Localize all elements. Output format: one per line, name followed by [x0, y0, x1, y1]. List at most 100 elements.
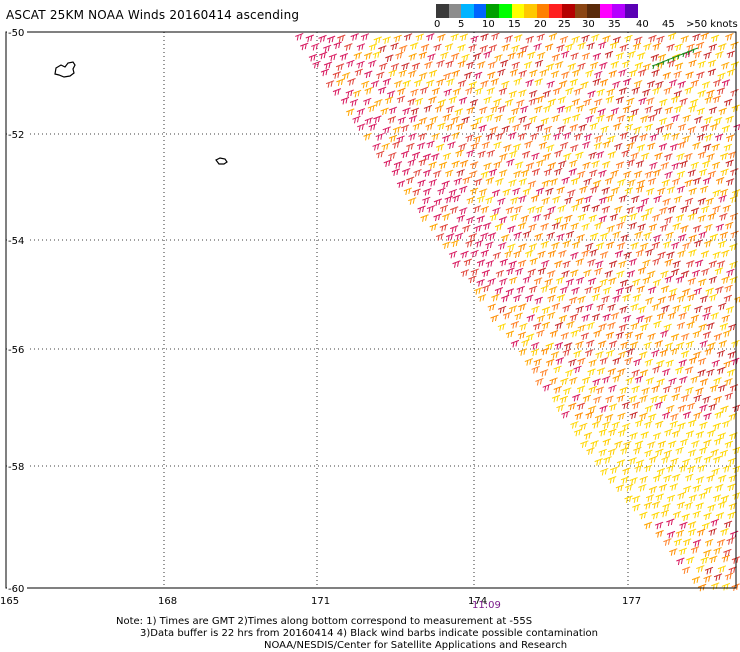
wind-barb: [563, 152, 572, 161]
wind-barb: [713, 437, 723, 446]
wind-barb: [599, 357, 609, 365]
wind-barb: [443, 72, 452, 81]
longitude-label: 168: [158, 596, 177, 607]
wind-barb: [420, 214, 429, 222]
wind-barb: [402, 168, 411, 176]
wind-barb: [473, 287, 483, 295]
wind-barb: [685, 340, 695, 349]
wind-barb: [495, 132, 504, 141]
wind-barb-green: [681, 51, 689, 58]
wind-barb: [308, 53, 318, 62]
wind-barb: [591, 204, 600, 213]
wind-barb: [602, 438, 611, 447]
wind-barb: [535, 187, 545, 196]
wind-barb: [669, 288, 678, 296]
wind-barb: [624, 483, 634, 492]
wind-barb: [571, 35, 580, 44]
wind-barb: [621, 149, 630, 158]
wind-barb: [672, 304, 681, 313]
wind-barb: [610, 466, 619, 474]
wind-barb: [695, 387, 704, 395]
wind-barb: [708, 403, 717, 411]
wind-barb: [368, 43, 378, 51]
wind-barb: [500, 59, 509, 68]
wind-barb: [715, 484, 724, 492]
wind-barb: [644, 315, 653, 323]
wind-barb: [514, 34, 523, 42]
wind-barb: [508, 90, 518, 99]
wind-barb: [635, 459, 645, 468]
wind-barb: [599, 405, 608, 413]
wind-barb: [455, 232, 464, 241]
wind-barb: [733, 123, 740, 132]
wind-barb: [616, 242, 626, 250]
wind-barb: [620, 341, 629, 350]
wind-barb: [692, 225, 702, 233]
wind-barb: [643, 501, 653, 510]
wind-barb: [615, 96, 625, 104]
wind-barb: [679, 160, 688, 168]
wind-barb: [644, 358, 653, 367]
wind-barb: [527, 180, 537, 189]
wind-barb: [655, 126, 665, 134]
wind-barb: [377, 86, 387, 95]
wind-barb: [713, 547, 722, 555]
wind-barb: [536, 159, 545, 167]
wind-barb: [600, 125, 609, 134]
wind-barb: [512, 187, 521, 196]
wind-barb: [504, 98, 514, 107]
wind-barb: [451, 131, 460, 140]
wind-barb: [462, 176, 471, 185]
wind-barb: [571, 241, 581, 249]
colorbar-swatch: [473, 4, 487, 18]
wind-barb: [596, 303, 605, 312]
wind-barb: [696, 71, 705, 79]
wind-barb: [340, 96, 350, 105]
wind-barb: [508, 132, 517, 140]
wind-barb: [726, 369, 736, 377]
wind-barb: [678, 312, 687, 320]
wind-barb: [723, 98, 733, 107]
wind-barb: [478, 124, 487, 133]
wind-barb: [713, 455, 722, 464]
wind-barb: [570, 177, 580, 186]
wind-barb: [525, 250, 534, 258]
wind-barb: [531, 168, 541, 176]
wind-barb: [684, 502, 693, 510]
wind-barb: [543, 212, 552, 221]
wind-barb: [410, 88, 419, 97]
wind-barb: [675, 446, 684, 455]
wind-barb: [598, 428, 608, 437]
wind-barb: [688, 449, 697, 457]
wind-barb: [655, 80, 664, 89]
wind-barb: [531, 365, 540, 374]
wind-barb: [702, 312, 711, 321]
wind-barb: [626, 348, 635, 356]
wind-barb: [555, 357, 565, 365]
wind-barb: [536, 329, 545, 338]
wind-barb: [524, 358, 534, 366]
wind-barb: [585, 115, 594, 123]
wind-barb: [636, 315, 645, 323]
wind-barb: [661, 456, 670, 464]
wind-barb: [493, 161, 502, 169]
wind-barb: [516, 50, 525, 59]
wind-barb: [590, 185, 599, 194]
wind-barb: [715, 223, 725, 232]
wind-barb: [333, 41, 342, 50]
wind-barb: [525, 162, 535, 170]
wind-barb: [698, 231, 707, 239]
wind-barb: [569, 78, 579, 87]
wind-barb: [530, 348, 540, 357]
wind-barb: [654, 521, 664, 530]
wind-barb: [441, 180, 450, 189]
wind-barb: [682, 411, 692, 419]
wind-barb: [363, 132, 372, 141]
wind-barb: [624, 187, 634, 195]
wind-barb-green: [656, 61, 664, 68]
wind-barb: [631, 495, 641, 504]
wind-barb: [663, 449, 673, 458]
wind-barb: [474, 178, 483, 186]
wind-barb: [720, 528, 729, 536]
wind-barb: [547, 206, 556, 214]
